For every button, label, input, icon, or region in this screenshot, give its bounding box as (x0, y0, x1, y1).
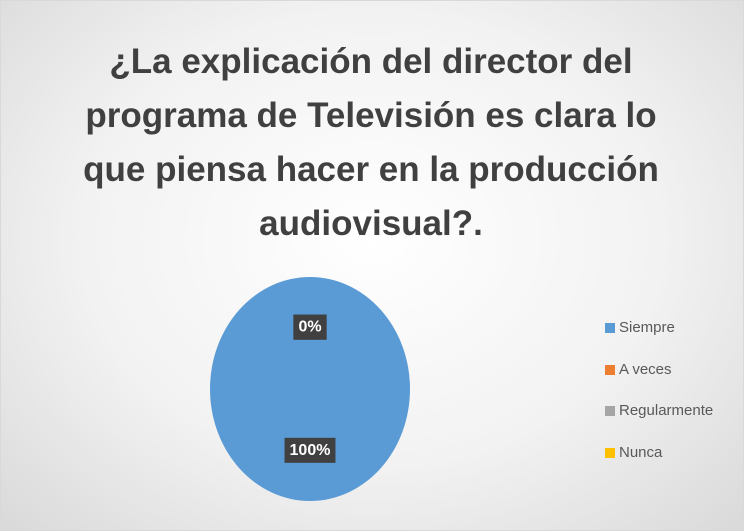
legend-label: A veces (619, 361, 672, 378)
legend-swatch (605, 365, 615, 375)
pie-slice (210, 277, 410, 501)
legend-label: Nunca (619, 444, 663, 461)
legend-swatch (605, 323, 615, 333)
chart-title: ¿La explicación del director del program… (83, 42, 659, 243)
legend-swatch (605, 448, 615, 458)
data-label-box (293, 314, 327, 340)
data-label: 100% (290, 442, 331, 459)
legend-label: Siempre (619, 319, 675, 336)
legend-swatch (605, 406, 615, 416)
data-label-box (284, 437, 336, 463)
legend-label: Regularmente (619, 402, 713, 419)
data-label: 0% (298, 319, 321, 336)
